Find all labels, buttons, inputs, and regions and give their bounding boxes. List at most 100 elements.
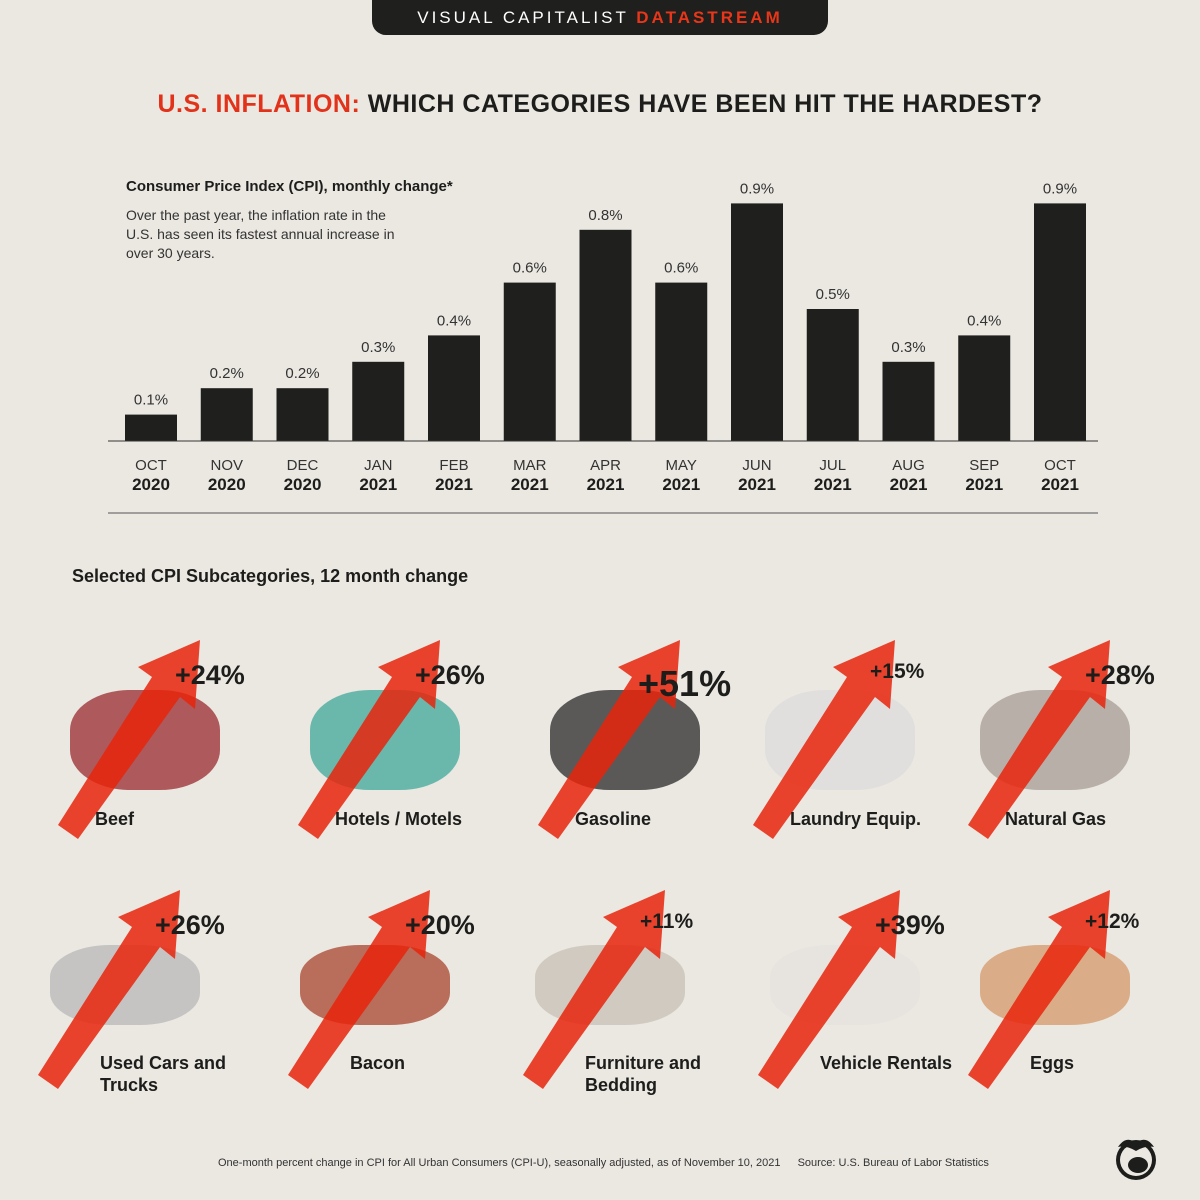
- subcategory-label: Beef: [95, 809, 135, 829]
- chart-title: Consumer Price Index (CPI), monthly chan…: [126, 178, 453, 195]
- percent-change: +26%: [415, 660, 485, 690]
- red-up-arrow-icon: [523, 890, 665, 1089]
- x-tick-year: 2021: [890, 475, 928, 494]
- red-up-arrow-icon: [58, 640, 200, 839]
- percent-change: +15%: [870, 660, 925, 683]
- data-label: 0.8%: [588, 207, 622, 224]
- data-label: 0.3%: [361, 339, 395, 356]
- data-label: 0.6%: [513, 260, 547, 277]
- bar: [200, 388, 253, 441]
- chart-subtitle: Over the past year, the inflation rate i…: [126, 207, 395, 261]
- red-up-arrow-icon: [753, 640, 895, 839]
- cpi-bar-chart: 0.1%OCT20200.2%NOV20200.2%DEC20200.3%JAN…: [108, 180, 1098, 514]
- subcategory-item: +15% Laundry Equip.: [735, 625, 975, 845]
- x-tick-year: 2020: [132, 475, 170, 494]
- subcategory-label: Eggs: [1030, 1053, 1075, 1073]
- data-label: 0.9%: [1043, 180, 1077, 197]
- data-label: 0.5%: [816, 286, 850, 303]
- x-tick-month: MAY: [666, 457, 697, 474]
- footer: One-month percent change in CPI for All …: [218, 1157, 989, 1169]
- x-tick-month: JUL: [819, 457, 846, 474]
- subcategory-item: +51% Gasoline: [520, 625, 760, 845]
- source: Source: U.S. Bureau of Labor Statistics: [797, 1157, 989, 1169]
- subcategory-label: Hotels / Motels: [335, 809, 463, 829]
- subcategory-label: Laundry Equip.: [790, 809, 922, 829]
- data-label: 0.4%: [437, 312, 471, 329]
- percent-change: +39%: [875, 910, 945, 940]
- subcategory-label: Natural Gas: [1005, 809, 1107, 829]
- subcategory-item: +12% Eggs: [950, 875, 1190, 1095]
- subcategory-item: +26% Hotels / Motels: [280, 625, 520, 845]
- brand-name: VISUAL CAPITALIST: [417, 8, 629, 27]
- subcategory-item: +20% Bacon: [270, 875, 510, 1095]
- title-highlight: U.S. INFLATION:: [157, 90, 361, 118]
- footnote: One-month percent change in CPI for All …: [218, 1157, 781, 1169]
- data-label: 0.4%: [967, 312, 1001, 329]
- x-tick-year: 2021: [1041, 475, 1079, 494]
- x-tick-month: AUG: [892, 457, 925, 474]
- bar: [1034, 203, 1086, 441]
- x-tick-year: 2021: [814, 475, 852, 494]
- x-tick-year: 2020: [208, 475, 246, 494]
- subcategory-item: +26% Used Cars and Trucks: [20, 875, 260, 1095]
- x-tick-month: JAN: [364, 457, 392, 474]
- x-tick-year: 2021: [359, 475, 397, 494]
- bar: [579, 229, 632, 441]
- bar: [428, 335, 480, 441]
- bar: [352, 361, 405, 441]
- x-tick-year: 2021: [435, 475, 473, 494]
- percent-change: +12%: [1085, 910, 1140, 933]
- data-label: 0.1%: [134, 392, 168, 409]
- x-tick-year: 2021: [738, 475, 776, 494]
- data-label: 0.6%: [664, 260, 698, 277]
- bar: [882, 361, 935, 441]
- bar: [655, 282, 708, 441]
- red-up-arrow-icon: [968, 640, 1110, 839]
- visual-capitalist-logo-icon: [1116, 1139, 1156, 1180]
- red-up-arrow-icon: [288, 890, 430, 1089]
- red-up-arrow-icon: [298, 640, 440, 839]
- x-tick-month: SEP: [969, 457, 999, 474]
- x-tick-year: 2020: [284, 475, 322, 494]
- percent-change: +28%: [1085, 660, 1155, 690]
- percent-change: +20%: [405, 910, 475, 940]
- bar: [503, 282, 556, 441]
- x-tick-year: 2021: [965, 475, 1003, 494]
- subcategory-item: +24% Beef: [40, 625, 280, 845]
- subcategories-title: Selected CPI Subcategories, 12 month cha…: [72, 566, 469, 586]
- bar: [806, 309, 859, 441]
- x-tick-month: OCT: [135, 457, 167, 474]
- subcategory-item: +39% Vehicle Rentals: [740, 875, 980, 1095]
- data-label: 0.9%: [740, 180, 774, 197]
- x-tick-month: OCT: [1044, 457, 1076, 474]
- percent-change: +11%: [640, 910, 694, 933]
- subcategory-label: Bacon: [350, 1053, 406, 1073]
- x-tick-month: NOV: [210, 457, 243, 474]
- data-label: 0.2%: [210, 365, 244, 382]
- percent-change: +24%: [175, 660, 245, 690]
- title-rest: WHICH CATEGORIES HAVE BEEN HIT THE HARDE…: [360, 90, 1043, 118]
- x-tick-year: 2021: [511, 475, 549, 494]
- red-up-arrow-icon: [538, 640, 680, 839]
- percent-change: +51%: [638, 663, 732, 704]
- percent-change: +26%: [155, 910, 225, 940]
- red-up-arrow-icon: [968, 890, 1110, 1089]
- x-tick-month: JUN: [742, 457, 771, 474]
- x-tick-month: APR: [590, 457, 621, 474]
- bar: [958, 335, 1011, 441]
- red-up-arrow-icon: [38, 890, 180, 1089]
- subcategory-label: Vehicle Rentals: [820, 1053, 953, 1073]
- red-up-arrow-icon: [758, 890, 900, 1089]
- page-title: U.S. INFLATION: WHICH CATEGORIES HAVE BE…: [0, 90, 1200, 119]
- subcategory-label: Gasoline: [575, 809, 652, 829]
- subcategory-item: +28% Natural Gas: [950, 625, 1190, 845]
- bar: [125, 414, 177, 441]
- bar: [731, 203, 783, 441]
- bar: [276, 388, 329, 441]
- subcategory-label: Used Cars and Trucks: [100, 1053, 227, 1095]
- brand-datastream: DATASTREAM: [636, 8, 783, 27]
- brand-banner: VISUAL CAPITALIST DATASTREAM: [372, 0, 828, 35]
- x-tick-month: DEC: [287, 457, 319, 474]
- data-label: 0.3%: [891, 339, 925, 356]
